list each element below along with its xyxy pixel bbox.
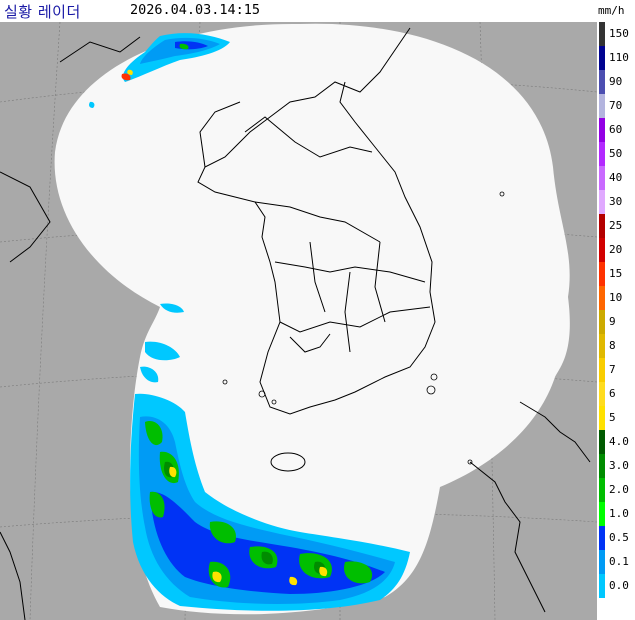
legend-label: 15 [609, 267, 623, 280]
legend-swatch [599, 430, 605, 454]
legend-swatch [599, 214, 605, 238]
legend-row: 50 [597, 142, 635, 166]
legend-label: 0.1 [609, 555, 629, 568]
legend-row: 8 [597, 334, 635, 358]
legend-row: 6 [597, 382, 635, 406]
legend-swatch [599, 550, 605, 574]
legend-swatch [599, 94, 605, 118]
jeju-island [270, 452, 306, 472]
legend-row: 40 [597, 166, 635, 190]
legend-swatch [599, 478, 605, 502]
legend-row: 4.0 [597, 430, 635, 454]
legend-swatch [599, 166, 605, 190]
legend-row: 25 [597, 214, 635, 238]
legend-swatch [599, 46, 605, 70]
legend-label: 0.0 [609, 579, 629, 592]
page-title: 실황 레이더 [4, 3, 81, 21]
legend-row: 70 [597, 94, 635, 118]
legend-row: 5 [597, 406, 635, 430]
legend-swatch [599, 382, 605, 406]
legend-swatch [599, 310, 605, 334]
legend-swatch [599, 286, 605, 310]
header-bar: 실황 레이더 2026.04.03.14:15 mm/h [0, 0, 635, 22]
legend-label: 25 [609, 219, 623, 232]
legend-swatch [599, 334, 605, 358]
legend-swatch [599, 454, 605, 478]
legend-label: 50 [609, 147, 623, 160]
radar-map-svg [0, 22, 597, 620]
legend-row: 110 [597, 46, 635, 70]
legend-row: 0.0 [597, 574, 635, 598]
legend-label: 1.0 [609, 507, 629, 520]
legend-row: 9 [597, 310, 635, 334]
legend-label: 3.0 [609, 459, 629, 472]
radar-map[interactable] [0, 22, 597, 620]
precipitation-north [89, 33, 230, 108]
legend-swatch [599, 142, 605, 166]
legend-row: 7 [597, 358, 635, 382]
precipitation-south [130, 303, 411, 611]
legend-row: 60 [597, 118, 635, 142]
legend-label: 0.5 [609, 531, 629, 544]
legend-row: 1.0 [597, 502, 635, 526]
legend-swatch [599, 22, 605, 46]
legend-row: 0.1 [597, 550, 635, 574]
legend-label: 150 [609, 27, 629, 40]
legend-swatch [599, 238, 605, 262]
legend-label: 7 [609, 363, 616, 376]
legend-row: 10 [597, 286, 635, 310]
legend-label: 10 [609, 291, 623, 304]
islands [222, 191, 505, 465]
legend-label: 9 [609, 315, 616, 328]
legend-row: 3.0 [597, 454, 635, 478]
legend-label: 20 [609, 243, 623, 256]
legend-swatch [599, 262, 605, 286]
legend-swatch [599, 118, 605, 142]
legend-label: 40 [609, 171, 623, 184]
legend-unit: mm/h [598, 4, 625, 17]
legend-row: 150 [597, 22, 635, 46]
legend-label: 6 [609, 387, 616, 400]
legend-swatch [599, 526, 605, 550]
legend-row: 30 [597, 190, 635, 214]
legend-row: 90 [597, 70, 635, 94]
legend-row: 15 [597, 262, 635, 286]
legend-swatch [599, 190, 605, 214]
legend-label: 70 [609, 99, 623, 112]
coastline [0, 27, 591, 620]
legend-label: 2.0 [609, 483, 629, 496]
observation-timestamp: 2026.04.03.14:15 [130, 2, 261, 18]
legend-label: 5 [609, 411, 616, 424]
legend-label: 60 [609, 123, 623, 136]
legend-label: 90 [609, 75, 623, 88]
legend-row: 20 [597, 238, 635, 262]
legend-label: 4.0 [609, 435, 629, 448]
legend-swatch [599, 70, 605, 94]
precipitation-legend: 150 110 90 70 60 50 40 30 25 20 15 10 9 8 7 6 5 4.0 3.0 2.0… [597, 22, 635, 620]
legend-swatch [599, 574, 605, 598]
legend-label: 30 [609, 195, 623, 208]
legend-row: 2.0 [597, 478, 635, 502]
legend-swatch [599, 502, 605, 526]
legend-swatch [599, 358, 605, 382]
legend-row: 0.5 [597, 526, 635, 550]
legend-label: 110 [609, 51, 629, 64]
legend-swatch [599, 406, 605, 430]
legend-label: 8 [609, 339, 616, 352]
